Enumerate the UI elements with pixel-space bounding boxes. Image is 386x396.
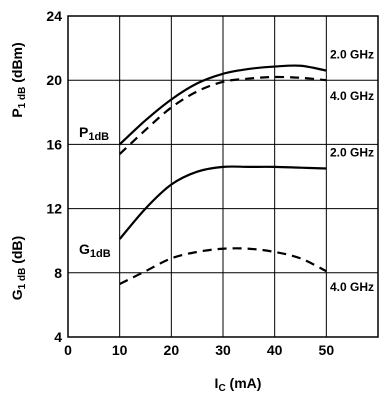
plot-frame bbox=[67, 15, 379, 338]
x-axis-title-unit: (mA) bbox=[226, 375, 262, 391]
series-label-g1db-4-0-ghz: 4.0 GHz bbox=[330, 280, 374, 294]
x-tick-label: 10 bbox=[112, 342, 128, 358]
g1db-group-label: G1dB bbox=[79, 241, 111, 260]
series-line-g1db-2-0-ghz bbox=[118, 165, 327, 240]
x-tick-labels: 0 10 20 30 40 50 bbox=[64, 342, 334, 358]
x-tick-label: 0 bbox=[64, 342, 72, 358]
g1db-group-label-main: G bbox=[79, 241, 90, 257]
p1db-group-label: P1dB bbox=[79, 124, 109, 143]
x-tick-label: 20 bbox=[164, 342, 180, 358]
grid-lines bbox=[68, 16, 378, 337]
y-axis-title-p: P1 dB (dBm) bbox=[9, 42, 28, 117]
series-label-p1db-4-0-ghz: 4.0 GHz bbox=[330, 89, 374, 103]
y-tick-label: 16 bbox=[46, 136, 62, 152]
y-tick-label: 8 bbox=[54, 265, 62, 281]
y-axis-title-g: G1 dB (dB) bbox=[9, 236, 28, 300]
y-tick-label: 4 bbox=[54, 329, 62, 345]
y-tick-label: 20 bbox=[46, 72, 62, 88]
x-axis-title-main: I bbox=[215, 375, 219, 391]
series-lines bbox=[118, 64, 327, 286]
y-axis-title-g-main: G bbox=[9, 289, 25, 300]
x-tick-label: 50 bbox=[319, 342, 335, 358]
series-labels: 2.0 GHz 4.0 GHz 2.0 GHz 4.0 GHz bbox=[330, 48, 374, 295]
series-label-p1db-2-0-ghz: 2.0 GHz bbox=[330, 48, 374, 62]
p1db-group-label-main: P bbox=[79, 124, 88, 140]
series-line-p1db-2-0-ghz bbox=[118, 64, 327, 146]
series-label-g1db-2-0-ghz: 2.0 GHz bbox=[330, 145, 374, 159]
x-axis-title: IC (mA) bbox=[215, 375, 262, 394]
p1db-group-label-sub: 1dB bbox=[88, 131, 109, 143]
y-tick-label: 24 bbox=[46, 8, 62, 24]
series-line-p1db-4-0-ghz bbox=[118, 75, 327, 155]
g1db-group-label-sub: 1dB bbox=[90, 248, 111, 260]
y-axis-title-g-sub: 1 dB bbox=[17, 268, 28, 290]
y-axis-title-p-main: P bbox=[9, 108, 25, 117]
x-tick-label: 40 bbox=[267, 342, 283, 358]
series-line-g1db-4-0-ghz bbox=[119, 247, 327, 286]
y-tick-label: 12 bbox=[46, 201, 62, 217]
y-axis-title-p-sub: 1 dB bbox=[17, 87, 28, 109]
x-tick-label: 30 bbox=[215, 342, 231, 358]
x-axis-title-sub: C bbox=[218, 383, 225, 394]
y-tick-labels: 4 8 12 16 20 24 bbox=[46, 8, 62, 345]
y-axis-title-g-unit: (dB) bbox=[9, 236, 25, 268]
y-axis-title-p-unit: (dBm) bbox=[9, 42, 25, 86]
